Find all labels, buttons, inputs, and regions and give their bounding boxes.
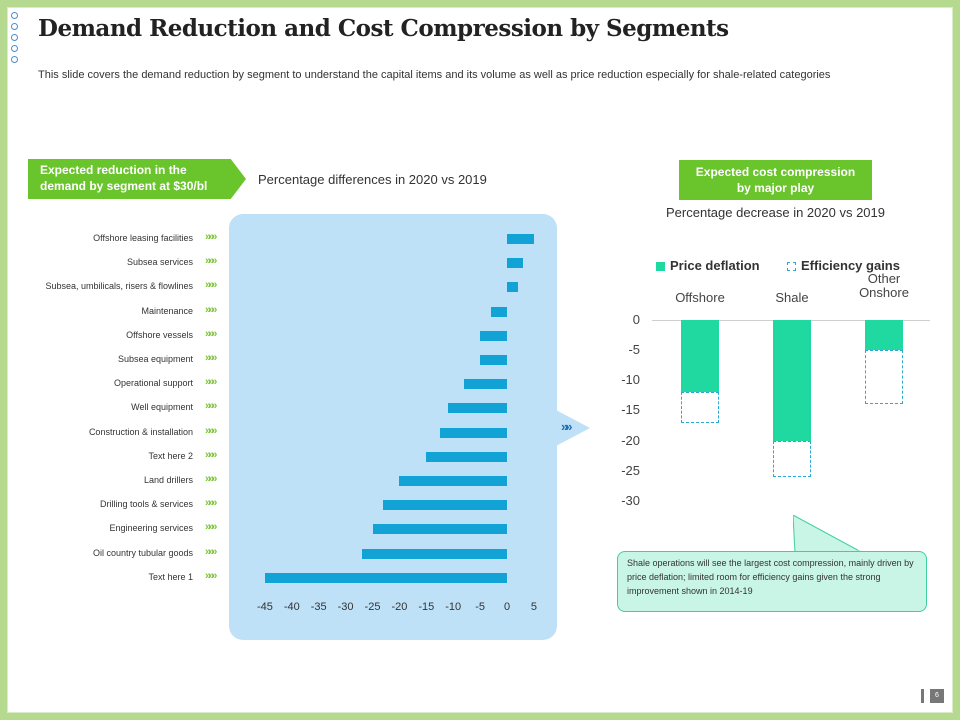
efficiency-gains-bar (865, 350, 903, 405)
legend-price-deflation-label: Price deflation (670, 258, 760, 273)
y-tick-label: -25 (621, 462, 640, 478)
category-label: Operational support (113, 378, 193, 389)
x-tick-label: -15 (418, 601, 435, 613)
y-tick-label: -30 (621, 492, 640, 508)
y-tick-label: 0 (632, 312, 640, 327)
chevron-right-icon: »»» (205, 424, 217, 437)
chevron-right-icon: »»» (205, 473, 217, 485)
footer-bar (921, 689, 924, 703)
legend-efficiency-gains-label: Efficiency gains (801, 258, 900, 273)
bar (490, 306, 507, 317)
left-tag-line2: demand by segment at $30/bl (40, 179, 208, 193)
chevron-right-icon: »»» (205, 231, 217, 243)
column-label: Offshore (675, 290, 725, 305)
bar (480, 355, 507, 365)
left-section-tag: Expected reduction in the demand by segm… (28, 159, 246, 199)
bar (507, 282, 518, 293)
legend-price-deflation: Price deflation (656, 258, 760, 273)
chevron-right-icon: »» (561, 419, 573, 434)
category-label: Subsea equipment (117, 354, 193, 364)
price-deflation-bar (773, 320, 811, 441)
bar (399, 476, 507, 486)
right-tag-line2: by major play (736, 181, 815, 195)
decorative-dots-icon (11, 12, 18, 67)
category-label: Engineering services (109, 523, 193, 534)
y-tick-label: -20 (621, 432, 640, 448)
chevron-right-icon: »»» (205, 352, 217, 364)
x-tick-label: -5 (475, 601, 485, 613)
callout-tail (793, 515, 863, 553)
page-number: 6 (930, 689, 944, 703)
bar (480, 330, 507, 341)
page-title: Demand Reduction and Cost Compression by… (38, 15, 729, 42)
category-label: Construction & installation (88, 426, 193, 437)
y-tick-label: -15 (621, 402, 640, 418)
category-label: Oil country tubular goods (92, 547, 193, 558)
x-tick-label: -40 (283, 601, 300, 613)
page-subtitle: This slide covers the demand reduction b… (38, 69, 831, 81)
x-tick-label: 5 (530, 601, 537, 613)
chevron-right-icon: »»» (205, 545, 217, 558)
bar (447, 403, 507, 414)
x-tick-label: -30 (337, 601, 354, 613)
category-label: Text here 1 (148, 571, 193, 582)
efficiency-gains-bar (773, 440, 811, 477)
slide-inner-border (7, 7, 953, 713)
category-label: Land drillers (143, 475, 193, 485)
x-tick-label: -45 (256, 601, 273, 613)
category-label: Offshore leasing facilities (93, 233, 193, 243)
category-label: Drilling tools & services (99, 499, 193, 510)
bar (426, 451, 507, 462)
y-tick-label: -10 (621, 372, 640, 388)
column-label: Shale (775, 290, 809, 305)
x-tick-label: -10 (445, 601, 462, 613)
bar (463, 379, 507, 390)
category-label: Text here 2 (148, 450, 193, 461)
category-label: Subsea services (126, 257, 193, 268)
right-chart-caption: Percentage decrease in 2020 vs 2019 (666, 205, 885, 220)
efficiency-gains-swatch-icon (787, 262, 796, 272)
right-section-tag: Expected cost compression by major play (679, 160, 872, 200)
chevron-right-icon: »»» (205, 255, 217, 268)
chevron-right-icon: »»» (205, 521, 217, 534)
bar (507, 234, 534, 244)
y-tick-label: -5 (628, 342, 640, 358)
category-label: Maintenance (141, 305, 193, 316)
chevron-right-icon: »»» (205, 497, 217, 510)
chevron-right-icon: »»» (205, 400, 217, 413)
right-tag-line1: Expected cost compression (695, 165, 856, 179)
legend-efficiency-gains: Efficiency gains (787, 258, 900, 273)
category-label: Offshore vessels (126, 329, 193, 340)
bar (507, 258, 524, 269)
callout-text: Shale operations will see the largest co… (627, 558, 914, 596)
chevron-right-icon: »»» (205, 448, 217, 461)
chevron-right-icon: »»» (205, 279, 217, 292)
category-label: Subsea, umbilicals, risers & flowlines (45, 281, 193, 292)
price-deflation-bar (865, 320, 903, 351)
callout-box (617, 551, 927, 612)
x-tick-label: -25 (364, 601, 381, 613)
bar (264, 572, 507, 583)
callout-note: Shale operations will see the largest co… (617, 515, 927, 612)
chevron-right-icon: »»» (205, 327, 217, 340)
x-tick-label: 0 (503, 601, 511, 613)
bar (361, 548, 507, 559)
column-label: Other Onshore (859, 271, 909, 300)
chevron-right-icon: »»» (205, 569, 217, 582)
x-tick-label: -35 (310, 601, 327, 613)
x-tick-label: -20 (391, 601, 408, 613)
category-label: Well equipment (131, 402, 193, 413)
bar (383, 500, 507, 511)
chevron-right-icon: »»» (205, 303, 217, 316)
left-chart-caption: Percentage differences in 2020 vs 2019 (258, 172, 487, 187)
bar (372, 524, 507, 535)
bar (439, 427, 507, 438)
left-tag-line1: Expected reduction in the (40, 163, 187, 177)
price-deflation-bar (681, 320, 719, 393)
chevron-right-icon: »»» (205, 376, 217, 389)
price-deflation-swatch-icon (656, 262, 665, 272)
efficiency-gains-bar (681, 392, 719, 423)
left-chart-panel (229, 214, 557, 640)
